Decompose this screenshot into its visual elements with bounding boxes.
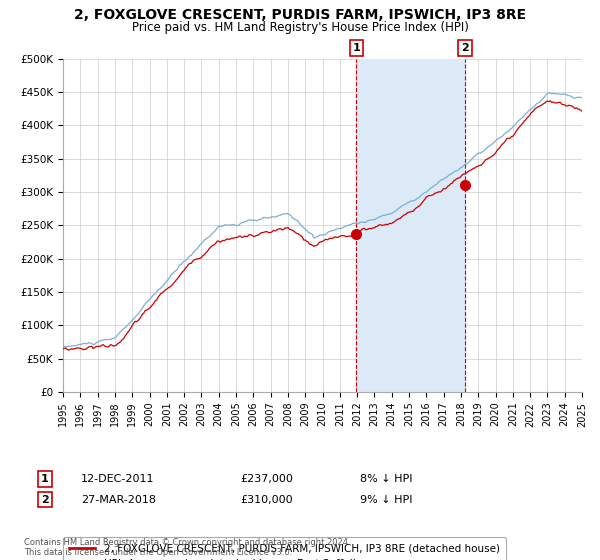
Text: 9% ↓ HPI: 9% ↓ HPI (360, 494, 413, 505)
Text: 27-MAR-2018: 27-MAR-2018 (81, 494, 156, 505)
Text: 12-DEC-2011: 12-DEC-2011 (81, 474, 155, 484)
Text: 2: 2 (41, 494, 49, 505)
Legend: 2, FOXGLOVE CRESCENT, PURDIS FARM, IPSWICH, IP3 8RE (detached house), HPI: Avera: 2, FOXGLOVE CRESCENT, PURDIS FARM, IPSWI… (63, 537, 506, 560)
Text: 1: 1 (352, 43, 360, 53)
Text: 2: 2 (461, 43, 469, 53)
Text: £310,000: £310,000 (240, 494, 293, 505)
Text: 8% ↓ HPI: 8% ↓ HPI (360, 474, 413, 484)
Bar (356, 59, 465, 392)
Text: 1: 1 (41, 474, 49, 484)
Text: 2, FOXGLOVE CRESCENT, PURDIS FARM, IPSWICH, IP3 8RE: 2, FOXGLOVE CRESCENT, PURDIS FARM, IPSWI… (74, 8, 526, 22)
Text: Price paid vs. HM Land Registry's House Price Index (HPI): Price paid vs. HM Land Registry's House … (131, 21, 469, 34)
Text: £237,000: £237,000 (240, 474, 293, 484)
Text: Contains HM Land Registry data © Crown copyright and database right 2024.
This d: Contains HM Land Registry data © Crown c… (24, 538, 350, 557)
